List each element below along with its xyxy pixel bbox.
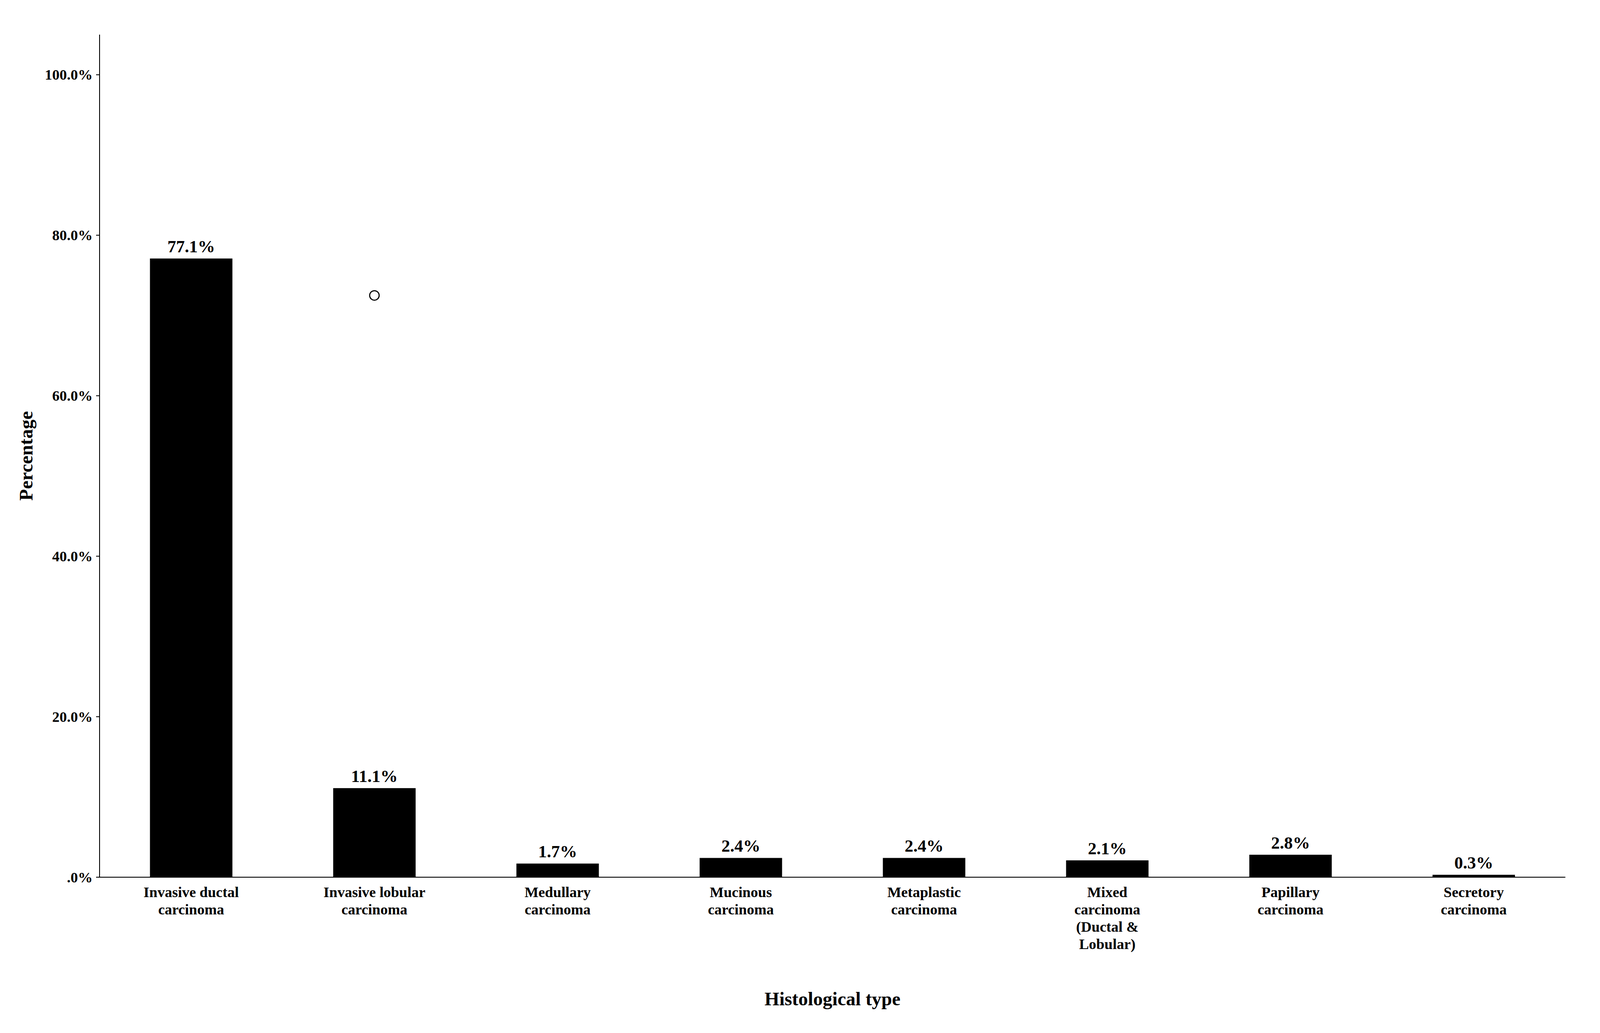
bar <box>149 258 233 878</box>
bar <box>333 788 416 878</box>
y-tick-label: 60.0% <box>52 387 94 404</box>
chart: 77.1% 11.1% 1.7% 2.4% 2.4% 2.1% 2.8% 0.3% .0% 20.… <box>0 0 1600 1033</box>
y-axis-label: Percentage <box>15 411 37 501</box>
x-tick-label: Papillarycarcinoma <box>1257 884 1324 918</box>
bar <box>699 858 782 878</box>
y-tick <box>96 877 100 878</box>
x-tick-label-line: Mixed <box>1087 884 1128 901</box>
x-tick-label-line: carcinoma <box>890 901 957 918</box>
y-tick <box>96 395 100 397</box>
x-tick-label: Invasive ductalcarcinoma <box>143 884 239 918</box>
background <box>0 0 1600 1033</box>
outlier-marker <box>369 290 380 301</box>
bar <box>882 858 965 878</box>
x-tick-label-line: (Ductal & <box>1076 919 1139 936</box>
x-tick-label-line: carcinoma <box>707 901 774 918</box>
y-tick-label: 20.0% <box>52 709 94 726</box>
x-tick-label-line: carcinoma <box>1440 901 1507 918</box>
data-label: 2.4% <box>721 836 761 856</box>
x-tick-label: Metaplasticcarcinoma <box>887 884 962 918</box>
data-label: 2.1% <box>1087 838 1127 859</box>
x-tick-label-line: Lobular) <box>1079 936 1136 953</box>
y-tick-label: 40.0% <box>52 548 94 565</box>
x-tick-label-line: Invasive ductal <box>143 884 239 901</box>
bar <box>1249 854 1332 878</box>
x-tick-label: Mixedcarcinoma(Ductal &Lobular) <box>1074 884 1141 953</box>
x-tick-label: Medullarycarcinoma <box>524 884 591 918</box>
data-label: 11.1% <box>351 766 398 787</box>
y-tick <box>96 716 100 718</box>
x-tick-label-line: Invasive lobular <box>323 884 426 901</box>
x-tick-label: Secretorycarcinoma <box>1440 884 1507 918</box>
x-tick-label-line: carcinoma <box>158 901 224 918</box>
x-tick-label-line: carcinoma <box>1074 901 1141 918</box>
x-tick-label-line: Papillary <box>1261 884 1320 901</box>
y-tick-label: 80.0% <box>52 227 94 244</box>
y-tick <box>96 235 100 236</box>
x-tick-label-line: Mucinous <box>709 884 773 901</box>
data-label: 77.1% <box>167 236 216 257</box>
x-tick-label: Invasive lobularcarcinoma <box>323 884 426 918</box>
x-tick-label-line: Secretory <box>1443 884 1504 901</box>
x-tick-label-line: carcinoma <box>341 901 408 918</box>
x-tick-label-line: carcinoma <box>524 901 591 918</box>
y-tick <box>96 74 100 76</box>
y-tick-label: 100.0% <box>45 66 94 83</box>
x-axis-line <box>99 877 1566 878</box>
bar <box>1066 860 1149 878</box>
data-label: 0.3% <box>1454 853 1494 873</box>
x-tick-label: Mucinouscarcinoma <box>707 884 774 918</box>
y-tick <box>96 555 100 557</box>
x-tick-label-line: Medullary <box>524 884 591 901</box>
x-tick-label-line: carcinoma <box>1257 901 1324 918</box>
x-axis-label: Histological type <box>764 988 901 1010</box>
y-axis-line <box>99 34 100 878</box>
data-label: 2.4% <box>904 836 944 856</box>
bar <box>516 863 599 878</box>
x-tick-label-line: Metaplastic <box>887 884 962 901</box>
data-label: 2.8% <box>1270 833 1310 853</box>
y-tick-label: .0% <box>67 869 94 886</box>
data-label: 1.7% <box>538 841 578 862</box>
plot-area <box>149 258 1515 878</box>
